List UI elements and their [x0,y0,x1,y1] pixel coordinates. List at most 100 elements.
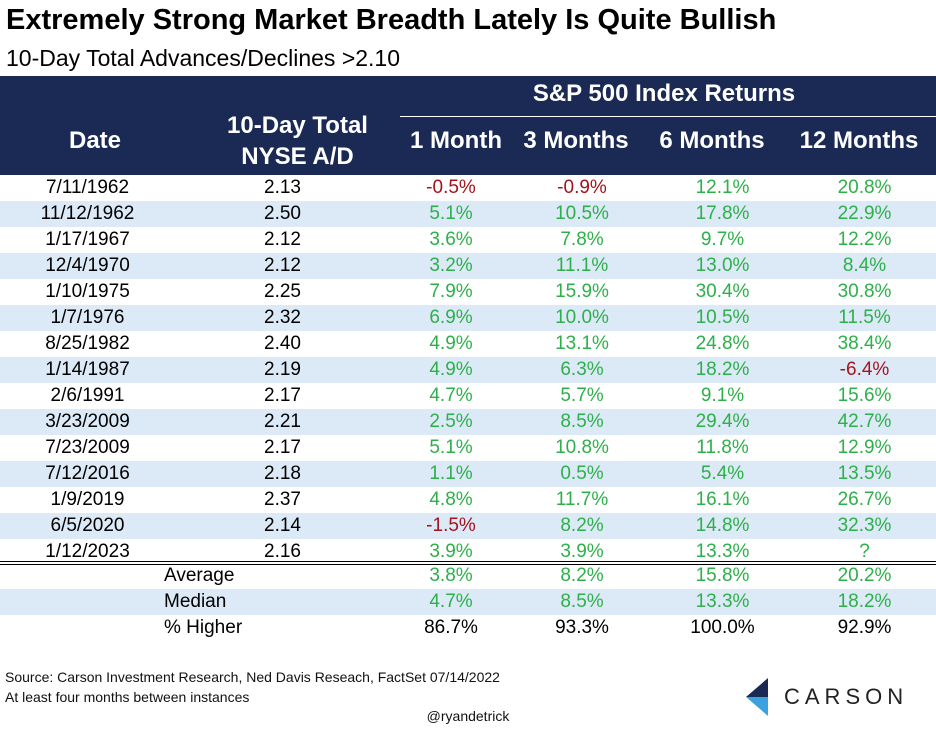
return-12m-cell: 8.4% [793,253,936,279]
table-row: 1/7/1976 2.32 6.9% 10.0% 10.5% 11.5% [0,305,936,331]
table-row: 7/11/1962 2.13 -0.5% -0.9% 12.1% 20.8% [0,175,936,201]
return-3m-cell: 0.5% [512,461,652,487]
summary-divider-top [0,561,936,562]
return-6m-cell: 14.8% [652,513,793,539]
page-title: Extremely Strong Market Breadth Lately I… [6,4,777,36]
ad-ratio-cell: 2.13 [264,177,301,198]
summary-label: Median [0,589,390,615]
table-row: 11/12/1962 2.50 5.1% 10.5% 17.8% 22.9% [0,201,936,227]
return-1m-cell: 86.7% [424,617,478,638]
table-row: 1/14/1987 2.19 4.9% 6.3% 18.2% -6.4% [0,357,936,383]
return-1m-cell: -0.5% [426,177,476,198]
summary-median-row: Median 4.7% 8.5% 13.3% 18.2% [0,589,936,615]
ad-ratio-cell: 2.17 [264,385,301,406]
12-months-column-header: 12 Months [799,127,919,154]
return-6m-cell: 100.0% [690,617,755,638]
return-6m-cell: 13.3% [652,589,793,615]
return-1m-cell: 4.7% [390,589,512,615]
table-row: 6/5/2020 2.14 -1.5% 8.2% 14.8% 32.3% [0,513,936,539]
return-1m-cell: 4.8% [429,489,473,510]
return-3m-cell: -0.9% [557,177,607,198]
return-3m-cell: 6.3% [512,357,652,383]
summary-divider-bottom [0,564,936,565]
date-cell: 11/12/1962 [0,201,175,227]
date-cell: 2/6/1991 [50,385,125,406]
return-12m-cell: 30.8% [837,281,892,302]
date-cell: 1/12/2023 [45,541,130,562]
table-body: 7/11/1962 2.13 -0.5% -0.9% 12.1% 20.8% 11/12/1… [0,175,936,565]
return-1m-cell: 5.1% [390,201,512,227]
return-6m-cell: 15.8% [695,565,750,586]
summary-label: % Higher [164,617,243,638]
ad-ratio-cell: 2.18 [175,461,390,487]
return-3m-cell: 11.7% [555,489,609,510]
return-1m-cell: 4.9% [390,357,512,383]
date-cell: 1/10/1975 [45,281,130,302]
return-6m-cell: 30.4% [695,281,750,302]
return-12m-cell: 92.9% [837,617,892,638]
ad-column-header-line2: NYSE A/D [241,143,354,170]
summary-label: Average [164,565,235,586]
group-header-divider [400,116,936,117]
return-6m-cell: 29.4% [652,409,793,435]
ad-ratio-cell: 2.16 [264,541,301,562]
ad-ratio-cell: 2.21 [175,409,390,435]
table-header: S&P 500 Index Returns Date 10-Day Total … [0,76,936,175]
ad-ratio-cell: 2.19 [175,357,390,383]
date-cell: 7/11/1962 [45,177,130,198]
return-6m-cell: 11.8% [696,437,749,458]
table-row: 7/12/2016 2.18 1.1% 0.5% 5.4% 13.5% [0,461,936,487]
table-row: 1/10/1975 2.25 7.9% 15.9% 30.4% 30.8% [0,279,936,305]
return-3m-cell: 10.5% [512,201,652,227]
return-12m-cell: 42.7% [793,409,936,435]
return-3m-cell: 8.2% [560,565,604,586]
return-12m-cell: 22.9% [793,201,936,227]
return-12m-cell: -6.4% [793,357,936,383]
return-6m-cell: 9.1% [700,385,745,406]
date-cell: 3/23/2009 [0,409,175,435]
return-6m-cell: 16.1% [695,489,750,510]
return-3m-cell: 11.1% [512,253,652,279]
return-1m-cell: 6.9% [390,305,512,331]
return-12m-cell: 20.8% [837,177,892,198]
date-cell: 1/14/1987 [0,357,175,383]
return-6m-cell: 17.8% [652,201,793,227]
return-12m-cell: 18.2% [793,589,936,615]
return-3m-cell: 7.8% [560,229,604,250]
summary-table: Average 3.8% 8.2% 15.8% 20.2% Median 4.7% 8.5% 1… [0,563,936,641]
return-1m-cell: -1.5% [390,513,512,539]
1-month-column-header: 1 Month [410,127,502,154]
return-6m-cell: 5.4% [652,461,793,487]
ad-ratio-cell: 2.40 [264,333,301,354]
date-cell: 1/9/2019 [50,489,125,510]
return-3m-cell: 8.2% [512,513,652,539]
date-cell: 1/7/1976 [0,305,175,331]
summary-average-row: Average 3.8% 8.2% 15.8% 20.2% [0,563,936,589]
return-12m-cell: 13.5% [793,461,936,487]
return-6m-cell: 12.1% [695,177,750,198]
return-3m-cell: 8.5% [512,589,652,615]
table-row: 12/4/1970 2.12 3.2% 11.1% 13.0% 8.4% [0,253,936,279]
returns-group-header: S&P 500 Index Returns [532,80,796,107]
ad-ratio-cell: 2.14 [175,513,390,539]
return-6m-cell: 18.2% [652,357,793,383]
summary-body: Average 3.8% 8.2% 15.8% 20.2% Median 4.7% 8.5% 1… [0,563,936,641]
page-subtitle: 10-Day Total Advances/Declines >2.10 [6,45,401,71]
ad-ratio-cell: 2.17 [264,437,301,458]
carson-logo: CARSON [738,678,918,716]
6-months-column-header: 6 Months [659,127,765,154]
table-row: 3/23/2009 2.21 2.5% 8.5% 29.4% 42.7% [0,409,936,435]
source-note: Source: Carson Investment Research, Ned … [5,669,500,685]
return-1m-cell: 2.5% [390,409,512,435]
date-cell: 8/25/1982 [45,333,130,354]
return-6m-cell: 24.8% [695,333,750,354]
return-1m-cell: 3.8% [429,565,473,586]
return-1m-cell: 7.9% [429,281,473,302]
return-12m-cell: 12.9% [837,437,892,458]
return-12m-cell: 12.2% [837,229,892,250]
return-1m-cell: 4.9% [429,333,473,354]
return-6m-cell: 10.5% [652,305,793,331]
return-12m-cell: 26.7% [837,489,892,510]
return-3m-cell: 10.8% [555,437,609,458]
date-cell: 12/4/1970 [0,253,175,279]
